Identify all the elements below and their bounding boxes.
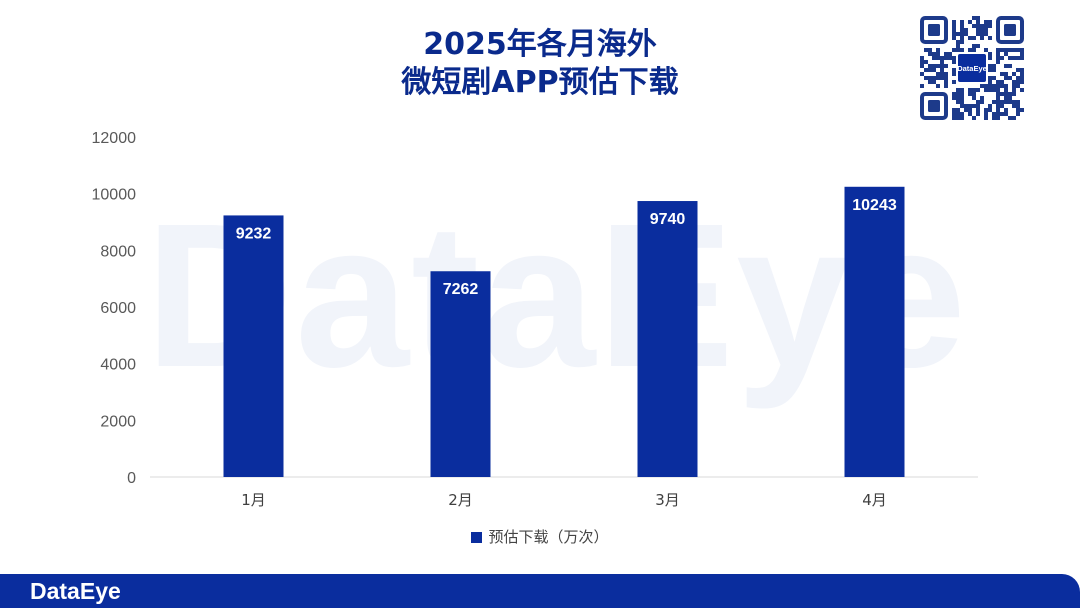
qr-logo-text: DataEye — [957, 64, 987, 73]
x-tick-label: 4月 — [862, 491, 887, 509]
legend-label: 预估下载（万次） — [488, 528, 609, 546]
bar — [223, 215, 284, 477]
bar-chart: 0 2000 4000 6000 8000 10000 12000 1月 2月 3月 4月 923… — [92, 130, 978, 509]
x-tick-label: 1月 — [241, 491, 266, 509]
y-tick-label: 0 — [127, 470, 136, 487]
y-axis: 0 2000 4000 6000 8000 10000 12000 — [92, 130, 137, 487]
chart-title-line-1: 2025年各月海外 — [423, 27, 657, 62]
chart-title: 2025年各月海外 微短剧APP预估下载 — [0, 26, 1080, 102]
footer-bar: DataEye — [0, 574, 1080, 608]
y-tick-label: 10000 — [92, 187, 137, 204]
x-tick-label: 3月 — [655, 491, 680, 509]
y-tick-label: 6000 — [100, 300, 136, 317]
bar-value-label: 9232 — [236, 225, 272, 242]
legend-swatch — [471, 532, 483, 543]
qr-code: DataEye — [920, 16, 1024, 120]
chart-title-line-2: 微短剧APP预估下载 — [401, 65, 679, 100]
y-tick-label: 12000 — [92, 130, 137, 147]
legend: 预估下载（万次） — [0, 526, 1080, 547]
bar-value-label: 9740 — [650, 211, 686, 228]
bar-value-label: 7262 — [443, 281, 479, 298]
y-tick-label: 8000 — [100, 243, 136, 260]
bar — [844, 186, 905, 477]
y-tick-label: 2000 — [100, 413, 136, 430]
y-tick-label: 4000 — [100, 357, 136, 374]
bar-value-label: 10243 — [852, 197, 897, 214]
x-axis: 1月 2月 3月 4月 — [150, 476, 978, 509]
bar-series: 9232 7262 9740 10243 — [223, 186, 905, 478]
footer-logo: DataEye — [30, 578, 121, 604]
bar — [637, 201, 698, 478]
bar — [430, 271, 491, 477]
x-tick-label: 2月 — [448, 491, 473, 509]
